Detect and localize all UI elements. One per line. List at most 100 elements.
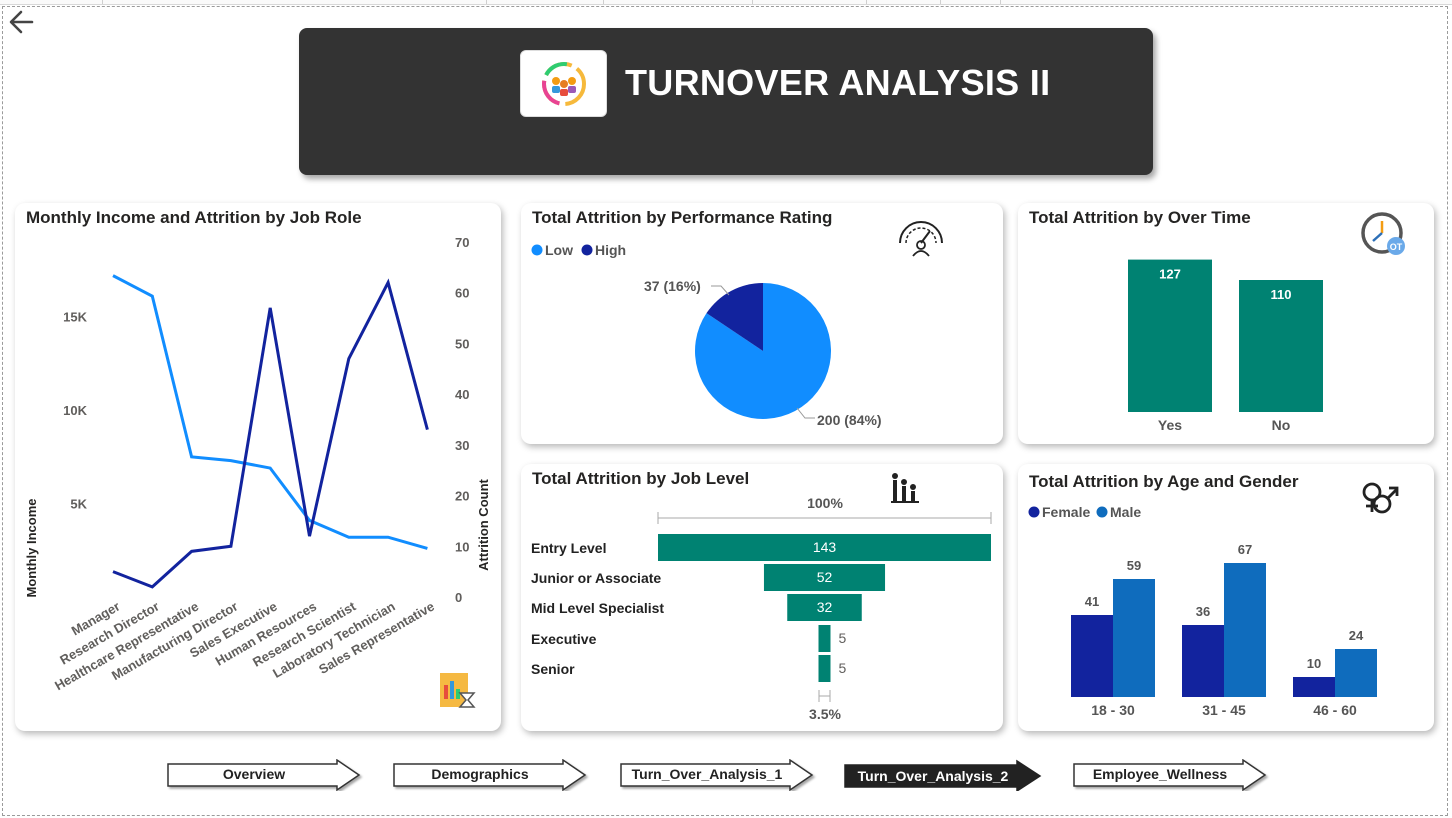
funnel-category-label: Executive [531, 631, 597, 647]
overtime-bar-value: 127 [1159, 267, 1181, 282]
age-gender-bar-value: 41 [1085, 594, 1099, 609]
age-gender-bar[interactable] [1071, 615, 1113, 697]
age-gender-bar[interactable] [1224, 563, 1266, 697]
funnel-bar[interactable] [818, 625, 831, 652]
right-axis-tick: 40 [455, 387, 469, 402]
income-attrition-card: Monthly Income and Attrition by Job Role… [15, 203, 501, 731]
nav-label-employee-wellness: Employee_Wellness [1092, 766, 1228, 782]
right-axis-tick: 20 [455, 489, 469, 504]
funnel-bar[interactable] [763, 564, 886, 591]
overtime-bar[interactable] [1239, 280, 1323, 412]
funnel-bar-value: 143 [813, 539, 837, 555]
report-hourglass-icon [440, 673, 476, 708]
page-title: TURNOVER ANALYSIS II [625, 62, 1051, 103]
ribbon-strip [0, 0, 1452, 5]
nav-label-turn-over-analysis-1: Turn_Over_Analysis_1 [631, 766, 783, 782]
nav-button-turn-over-analysis-2[interactable]: Turn_Over_Analysis_2 [843, 759, 1043, 791]
pie-label-low: 200 (84%) [817, 412, 882, 428]
age-gender-bar-value: 36 [1196, 604, 1210, 619]
age-gender-bar-value: 10 [1307, 656, 1321, 671]
right-axis-tick: 50 [455, 336, 469, 351]
agegender-chart-title: Total Attrition by Age and Gender [1029, 472, 1299, 491]
overtime-category-label: No [1272, 417, 1291, 433]
age-gender-card: Total Attrition by Age and Gender Female… [1018, 464, 1434, 731]
y-axis-label-monthly-income: Monthly Income [24, 499, 39, 598]
legend-label-high: High [595, 242, 626, 258]
age-gender-bar-value: 67 [1238, 542, 1252, 557]
funnel-bar-value: 52 [817, 569, 833, 585]
age-group-label: 31 - 45 [1202, 702, 1246, 718]
nav-label-turn-over-analysis-2: Turn_Over_Analysis_2 [857, 768, 1009, 784]
nav-button-demographics[interactable]: Demographics [390, 759, 590, 791]
age-group-label: 46 - 60 [1313, 702, 1357, 718]
funnel-bar[interactable] [658, 534, 991, 561]
funnel-bar[interactable] [818, 655, 831, 682]
team-cycle-icon [520, 50, 607, 117]
nav-label-overview: Overview [222, 766, 286, 782]
legend-label-female: Female [1042, 504, 1090, 520]
org-hierarchy-icon [891, 473, 919, 503]
overtime-bar[interactable] [1128, 259, 1212, 412]
pie-slice-high[interactable] [706, 283, 763, 351]
job-level-funnel-chart: 100% Entry Level 143 Junior or Associate 52… [531, 495, 992, 722]
back-arrow-icon[interactable] [6, 8, 36, 36]
age-gender-bar-chart: Female Male 41 59 18 - 30 36 67 31 - 45 10 24 46… [1028, 504, 1377, 718]
left-axis-tick: 15K [63, 310, 87, 325]
header-banner: TURNOVER ANALYSIS II [299, 28, 1153, 175]
performance-chart-title: Total Attrition by Performance Rating [532, 208, 833, 227]
left-axis-tick: 10K [63, 403, 87, 418]
legend-label-male: Male [1110, 504, 1141, 520]
overtime-card: Total Attrition by Over Time 127 Yes 110 No… [1018, 203, 1434, 444]
speedometer-icon [899, 221, 943, 257]
funnel-bar-value: 5 [839, 660, 847, 676]
legend-dot-high [581, 244, 593, 256]
age-gender-bar[interactable] [1113, 579, 1155, 697]
performance-pie-chart: Low High 37 (16%) 200 (84%) [531, 242, 882, 428]
right-axis-tick: 10 [455, 539, 469, 554]
overtime-clock-icon: OT [1361, 212, 1405, 255]
age-group-label: 18 - 30 [1091, 702, 1135, 718]
funnel-bottom-percent: 3.5% [809, 706, 841, 722]
age-gender-bar[interactable] [1293, 677, 1335, 697]
age-gender-bar-value: 24 [1349, 628, 1364, 643]
attrition-series-line [112, 278, 429, 589]
legend-dot-female [1028, 506, 1040, 518]
left-axis-tick: 5K [70, 497, 87, 512]
nav-button-employee-wellness[interactable]: Employee_Wellness [1070, 759, 1270, 791]
right-axis-tick: 70 [455, 235, 469, 250]
income-chart-title: Monthly Income and Attrition by Job Role [26, 208, 362, 227]
nav-label-demographics: Demographics [431, 766, 529, 782]
legend-dot-low [531, 244, 543, 256]
pie-label-high: 37 (16%) [644, 278, 701, 294]
income-series-line [112, 274, 428, 550]
funnel-category-label: Senior [531, 661, 575, 677]
age-gender-bar-value: 59 [1127, 558, 1141, 573]
funnel-category-label: Entry Level [531, 540, 606, 556]
overtime-chart-title: Total Attrition by Over Time [1029, 208, 1251, 227]
overtime-bar-chart: 127 Yes 110 No [1128, 259, 1323, 433]
funnel-bar[interactable] [787, 594, 862, 621]
income-attrition-chart: Monthly Income Attrition Count 5K10K15K … [24, 235, 491, 693]
overtime-category-label: Yes [1158, 417, 1182, 433]
svg-text:OT: OT [1390, 242, 1403, 252]
legend-label-low: Low [545, 242, 573, 258]
right-axis-tick: 0 [455, 590, 462, 605]
right-axis-tick: 60 [455, 286, 469, 301]
legend-dot-male [1096, 506, 1108, 518]
right-axis-tick: 30 [455, 438, 469, 453]
performance-rating-card: Total Attrition by Performance Rating Lo… [521, 203, 1003, 444]
nav-button-overview[interactable]: Overview [164, 759, 364, 791]
report-canvas-border [2, 6, 1448, 816]
funnel-bar-value: 32 [817, 599, 833, 615]
funnel-bar-value: 5 [839, 630, 847, 646]
joblevel-chart-title: Total Attrition by Job Level [532, 469, 750, 488]
age-gender-bar[interactable] [1335, 649, 1377, 697]
overtime-bar-value: 110 [1271, 287, 1292, 302]
funnel-category-label: Junior or Associate [531, 570, 661, 586]
gender-icon [1362, 482, 1399, 514]
funnel-top-percent: 100% [807, 495, 843, 511]
age-gender-bar[interactable] [1182, 625, 1224, 697]
nav-button-turn-over-analysis-1[interactable]: Turn_Over_Analysis_1 [617, 759, 817, 791]
funnel-category-label: Mid Level Specialist [531, 600, 664, 616]
y-axis-label-attrition-count: Attrition Count [476, 478, 491, 570]
